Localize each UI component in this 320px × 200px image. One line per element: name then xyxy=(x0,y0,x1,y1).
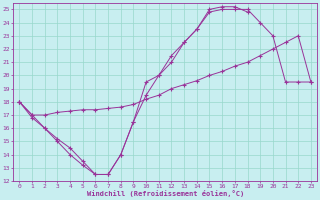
X-axis label: Windchill (Refroidissement éolien,°C): Windchill (Refroidissement éolien,°C) xyxy=(86,190,244,197)
